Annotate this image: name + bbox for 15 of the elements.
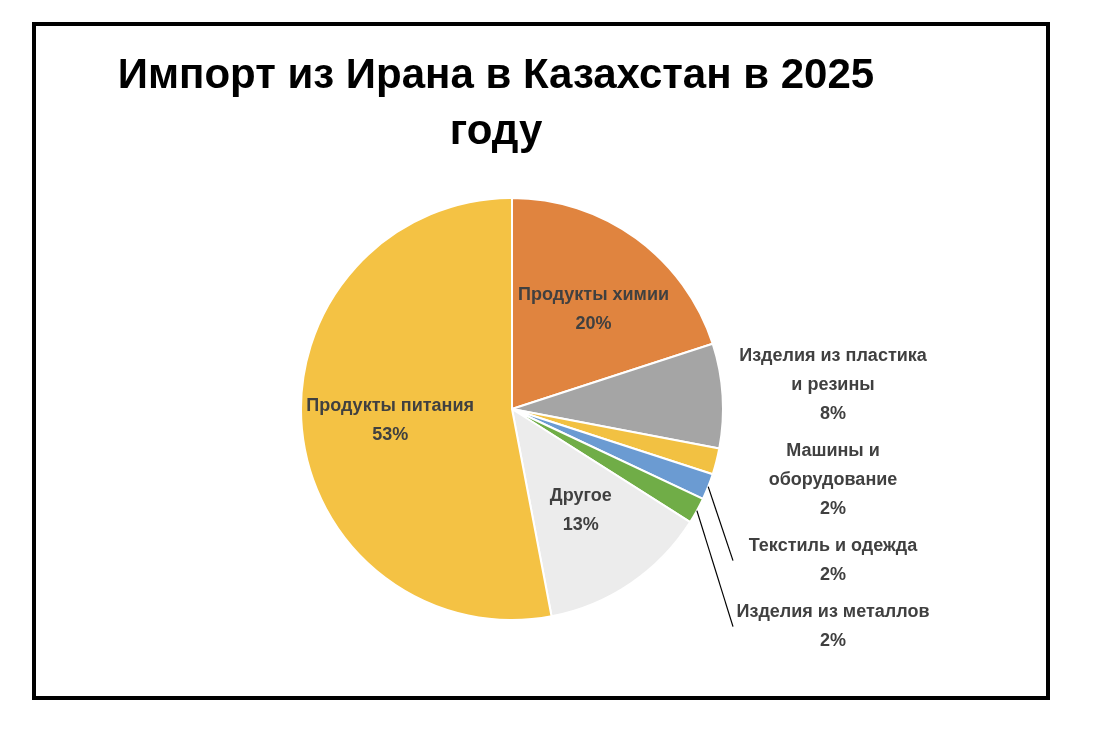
slice-label: Другое (549, 484, 612, 505)
chart-title: Импорт из Ирана в Казахстан в 2025 году (116, 49, 876, 155)
data-label: 53% (372, 423, 409, 444)
slice-label: Изделия из пластика и резины (739, 345, 928, 395)
data-label: 20% (575, 313, 612, 334)
data-label: 8% (819, 403, 847, 424)
slice-label: Продукты химии (517, 284, 670, 305)
slice-label: Продукты питания (306, 394, 475, 415)
slice-label: Машины и оборудование (768, 440, 898, 490)
slice-label: Изделия из металлов (736, 601, 930, 622)
data-label: 2% (819, 564, 847, 585)
data-label: 2% (819, 498, 847, 519)
slice-label: Текстиль и одежда (748, 535, 919, 556)
data-label: 13% (562, 513, 599, 534)
data-label: 2% (819, 630, 847, 651)
